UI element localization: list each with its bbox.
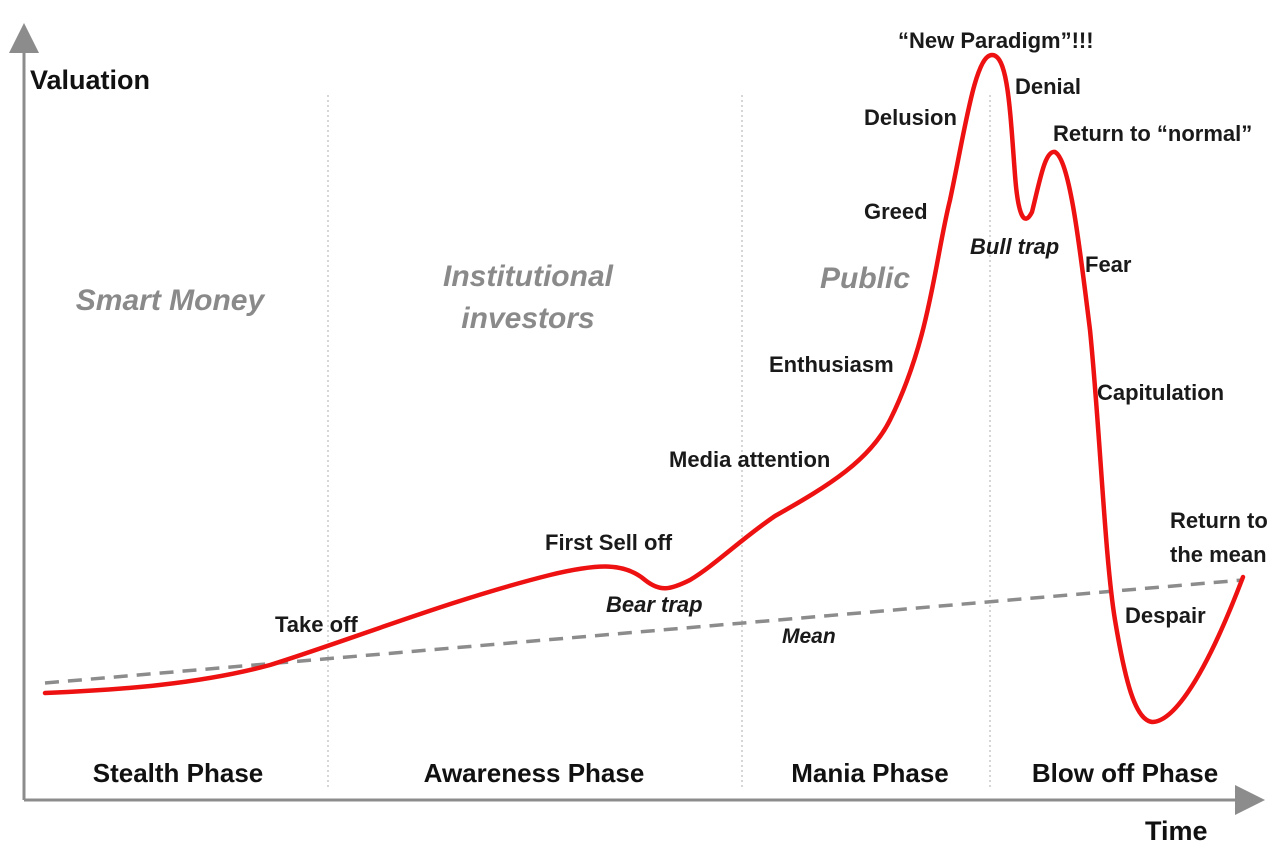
stage-return-to-the-mean-line1: Return to xyxy=(1170,508,1268,533)
stage-bear-trap: Bear trap xyxy=(606,592,703,617)
group-investors: investors xyxy=(461,302,594,335)
group-public: Public xyxy=(820,262,910,295)
stage-take-off: Take off xyxy=(275,612,358,637)
mean-line xyxy=(44,578,1244,685)
stage-first-sell-off: First Sell off xyxy=(545,530,673,555)
y-axis-title: Valuation xyxy=(30,65,150,95)
stage-new-paradigm: “New Paradigm”!!! xyxy=(898,28,1094,53)
stage-return-to-the-mean-line2: the mean xyxy=(1170,542,1267,567)
stage-bull-trap: Bull trap xyxy=(970,234,1059,259)
stage-greed: Greed xyxy=(864,199,928,224)
valuation-curve xyxy=(42,52,1246,725)
stage-denial: Denial xyxy=(1015,74,1081,99)
stage-media-attention: Media attention xyxy=(669,447,830,472)
group-smart-money: Smart Money xyxy=(76,284,266,317)
stage-capitulation: Capitulation xyxy=(1097,380,1224,405)
phase-mania: Mania Phase xyxy=(791,758,949,788)
phase-blow-off: Blow off Phase xyxy=(1032,758,1218,788)
phase-awareness: Awareness Phase xyxy=(424,758,645,788)
stage-fear: Fear xyxy=(1085,252,1132,277)
group-institutional: Institutional xyxy=(443,260,614,293)
phase-stealth: Stealth Phase xyxy=(93,758,264,788)
stage-despair: Despair xyxy=(1125,603,1206,628)
stage-enthusiasm: Enthusiasm xyxy=(769,352,894,377)
stage-mean: Mean xyxy=(782,625,836,648)
stage-return-to-normal: Return to “normal” xyxy=(1053,121,1252,146)
x-axis-title: Time xyxy=(1145,816,1208,846)
stage-delusion: Delusion xyxy=(864,105,957,130)
